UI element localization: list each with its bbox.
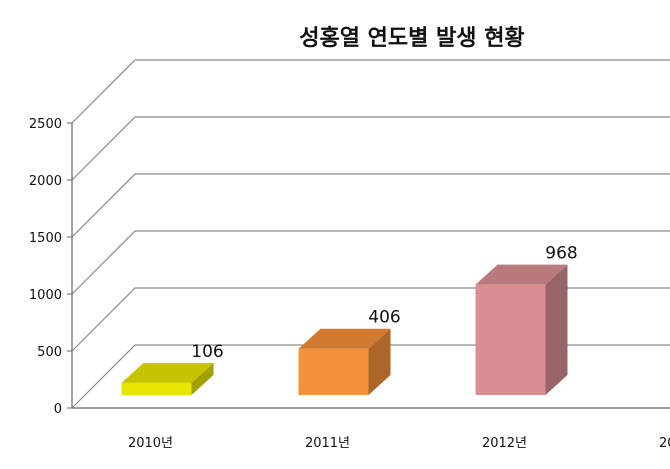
y-tick-label: 1500 [29, 231, 62, 246]
gridline [71, 173, 670, 238]
bar-top [121, 362, 214, 383]
bar-side [368, 328, 391, 395]
bar-front [475, 284, 546, 395]
y-tick-label: 1000 [29, 288, 62, 303]
y-tick-label: 2000 [29, 174, 62, 189]
data-label: 406 [368, 308, 400, 328]
gridline [71, 59, 670, 124]
data-labels: 106 406 968 [191, 244, 577, 362]
bar [475, 264, 568, 395]
y-axis-ticks: 0 500 1000 1500 2000 2500 [29, 117, 62, 417]
gridline [71, 116, 670, 181]
bar [298, 328, 391, 395]
gridline [71, 230, 670, 295]
y-tick-label: 2500 [29, 117, 62, 132]
bar-side [191, 362, 214, 395]
data-label: 106 [191, 342, 223, 362]
bar-top [475, 264, 568, 285]
x-category-label: 2011년 [305, 436, 350, 451]
x-category-label: 2013년 [659, 436, 670, 451]
bar-side [545, 264, 568, 395]
bars [121, 264, 568, 395]
category-labels: 2010년 2011년 2012년 2013년 [128, 436, 670, 451]
grid-lines [67, 59, 670, 409]
bar-front [121, 382, 192, 395]
chart-title: 성홍열 연도별 발생 현황 [299, 26, 524, 51]
y-tick-label: 0 [54, 402, 62, 417]
bar-top [298, 328, 391, 349]
data-label: 968 [545, 244, 577, 264]
y-tick-label: 500 [37, 345, 62, 360]
x-category-label: 2010년 [128, 436, 173, 451]
x-category-label: 2012년 [482, 436, 527, 451]
bar [121, 362, 214, 395]
bar-front [298, 348, 369, 395]
